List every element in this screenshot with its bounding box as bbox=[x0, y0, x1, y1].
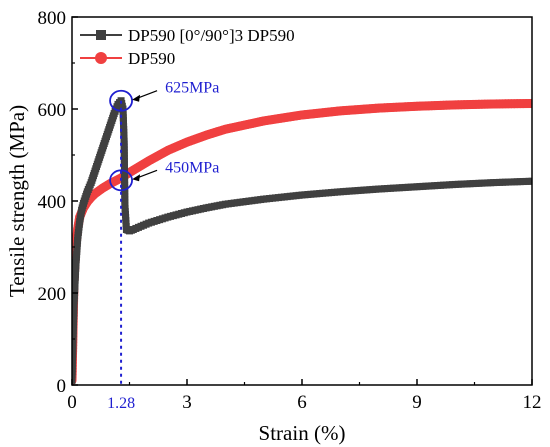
x-axis-label: Strain (%) bbox=[259, 421, 346, 445]
x-tick-label: 6 bbox=[297, 392, 307, 413]
data-point bbox=[528, 177, 532, 185]
annotation-circle bbox=[109, 89, 133, 112]
annotation-arrowhead bbox=[132, 174, 141, 182]
data-point bbox=[527, 98, 532, 108]
y-tick-label: 800 bbox=[38, 8, 67, 29]
x-tick-label-1.28: 1.28 bbox=[107, 395, 135, 412]
series-line bbox=[72, 98, 532, 381]
legend-entry-composite: DP590 [0°/90°]3 DP590 bbox=[128, 26, 295, 45]
y-tick-label: 200 bbox=[38, 284, 67, 305]
x-tick-label: 12 bbox=[523, 392, 542, 413]
annotation-label: 625MPa bbox=[165, 80, 219, 97]
x-tick-label: 9 bbox=[412, 392, 422, 413]
y-tick-label: 400 bbox=[38, 192, 67, 213]
y-tick-label: 600 bbox=[38, 100, 67, 121]
legend-marker-square bbox=[96, 30, 106, 40]
annotation-label: 450MPa bbox=[165, 159, 219, 176]
y-tick-label: 0 bbox=[57, 376, 67, 397]
annotation-arrowhead bbox=[132, 94, 141, 102]
x-tick-label: 0 bbox=[67, 392, 77, 413]
legend-marker-circle bbox=[95, 52, 107, 64]
x-tick-label: 3 bbox=[182, 392, 192, 413]
series-line bbox=[72, 97, 532, 381]
series-composite bbox=[72, 97, 532, 384]
legend: DP590 [0°/90°]3 DP590 DP590 bbox=[80, 26, 295, 68]
legend-entry-dp590: DP590 bbox=[128, 49, 175, 68]
y-axis-label: Tensile strength (MPa) bbox=[5, 105, 29, 297]
plot-frame bbox=[71, 16, 533, 386]
annotation-circle bbox=[109, 169, 133, 192]
series-dp590 bbox=[72, 98, 532, 385]
